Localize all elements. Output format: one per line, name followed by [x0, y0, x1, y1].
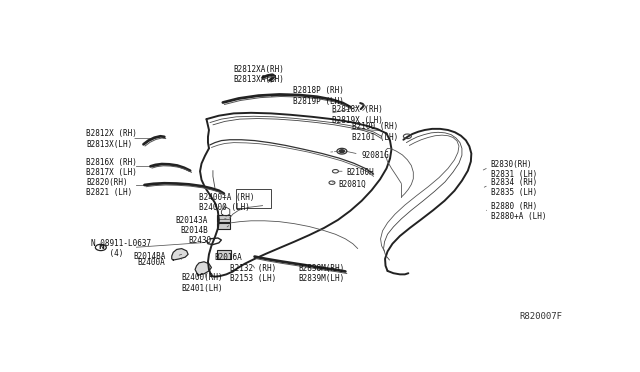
FancyBboxPatch shape [217, 223, 230, 228]
Polygon shape [195, 262, 211, 275]
Text: B2100H: B2100H [347, 169, 374, 177]
Text: B2014BA: B2014BA [134, 251, 166, 260]
FancyBboxPatch shape [217, 215, 230, 222]
Text: B2812X (RH)
B2813X(LH): B2812X (RH) B2813X(LH) [86, 129, 137, 149]
Text: N: N [98, 244, 104, 250]
Text: B2430: B2430 [188, 236, 211, 246]
Text: B2820(RH)
B2821 (LH): B2820(RH) B2821 (LH) [86, 177, 132, 197]
Text: B2812XA(RH)
B2813XA(LH): B2812XA(RH) B2813XA(LH) [234, 65, 285, 84]
Text: 92081G: 92081G [362, 151, 390, 160]
Text: B2880 (RH)
B2880+A (LH): B2880 (RH) B2880+A (LH) [491, 202, 546, 221]
Text: B2400+A (RH)
B24000 (LH): B2400+A (RH) B24000 (LH) [199, 193, 255, 212]
Text: B2830(RH)
B2831 (LH): B2830(RH) B2831 (LH) [491, 160, 537, 179]
Text: N 08911-L0637
    (4): N 08911-L0637 (4) [91, 239, 151, 258]
Text: B2818P (RH)
B2819P (LH): B2818P (RH) B2819P (LH) [293, 87, 344, 106]
Text: B2816X (RH)
B2817X (LH): B2816X (RH) B2817X (LH) [86, 157, 137, 177]
Text: B2132 (RH)
B2153 (LH): B2132 (RH) B2153 (LH) [230, 263, 276, 283]
Text: B2400A: B2400A [137, 258, 164, 267]
Text: B20143A: B20143A [175, 216, 207, 225]
Text: B2400(RH)
B2401(LH): B2400(RH) B2401(LH) [182, 273, 223, 293]
Text: B2818X (RH)
B2819X (LH): B2818X (RH) B2819X (LH) [332, 105, 383, 125]
Polygon shape [172, 248, 188, 260]
Text: B2100 (RH)
B2101 (LH): B2100 (RH) B2101 (LH) [352, 122, 398, 142]
Text: B2838M(RH)
B2839M(LH): B2838M(RH) B2839M(LH) [298, 263, 344, 283]
Text: R820007F: R820007F [520, 312, 563, 321]
Bar [236, 189, 271, 208]
Text: B2081Q: B2081Q [338, 180, 365, 189]
FancyBboxPatch shape [217, 250, 231, 260]
Circle shape [339, 150, 344, 153]
Text: B2834 (RH)
B2835 (LH): B2834 (RH) B2835 (LH) [491, 177, 537, 197]
Text: B2014B: B2014B [180, 226, 208, 235]
Text: B2016A: B2016A [214, 253, 242, 262]
